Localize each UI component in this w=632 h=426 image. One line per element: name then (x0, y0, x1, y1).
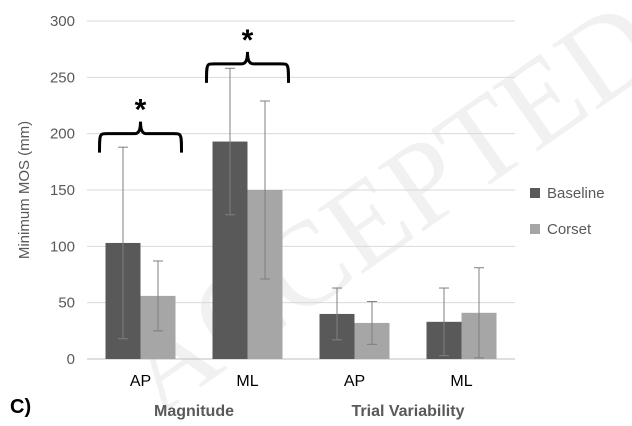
significance-annotations: ** (98, 24, 290, 153)
significance-bracket (98, 121, 183, 153)
y-tick-label: 200 (50, 126, 75, 143)
category-label: ML (236, 373, 258, 390)
y-tick-labels: 0 50 100 150 200 250 300 (50, 13, 75, 368)
panel-label: C) (10, 396, 31, 418)
y-tick-label: 250 (50, 69, 75, 86)
error-bars (118, 67, 484, 359)
category-label: AP (344, 373, 365, 390)
legend-label-baseline: Baseline (547, 185, 605, 202)
category-label: ML (450, 373, 472, 390)
group-labels: Magnitude Trial Variability (154, 403, 465, 420)
group-label: Magnitude (154, 403, 234, 420)
group-label: Trial Variability (352, 403, 465, 420)
y-tick-label: 100 (50, 238, 75, 255)
watermark: ACCEPTED (96, 0, 632, 426)
legend-label-corset: Corset (547, 221, 592, 238)
category-label: AP (130, 373, 151, 390)
legend-swatch-baseline (530, 188, 540, 198)
y-axis-label: Minimum MOS (mm) (16, 121, 33, 259)
y-tick-label: 0 (67, 351, 75, 368)
category-labels: AP ML AP ML (130, 373, 473, 390)
significance-star: * (242, 24, 254, 57)
y-tick-label: 300 (50, 13, 75, 30)
y-tick-label: 150 (50, 182, 75, 199)
significance-star: * (135, 94, 147, 127)
y-tick-label: 50 (58, 295, 75, 312)
legend-swatch-corset (530, 224, 540, 234)
legend: Baseline Corset (530, 185, 605, 238)
